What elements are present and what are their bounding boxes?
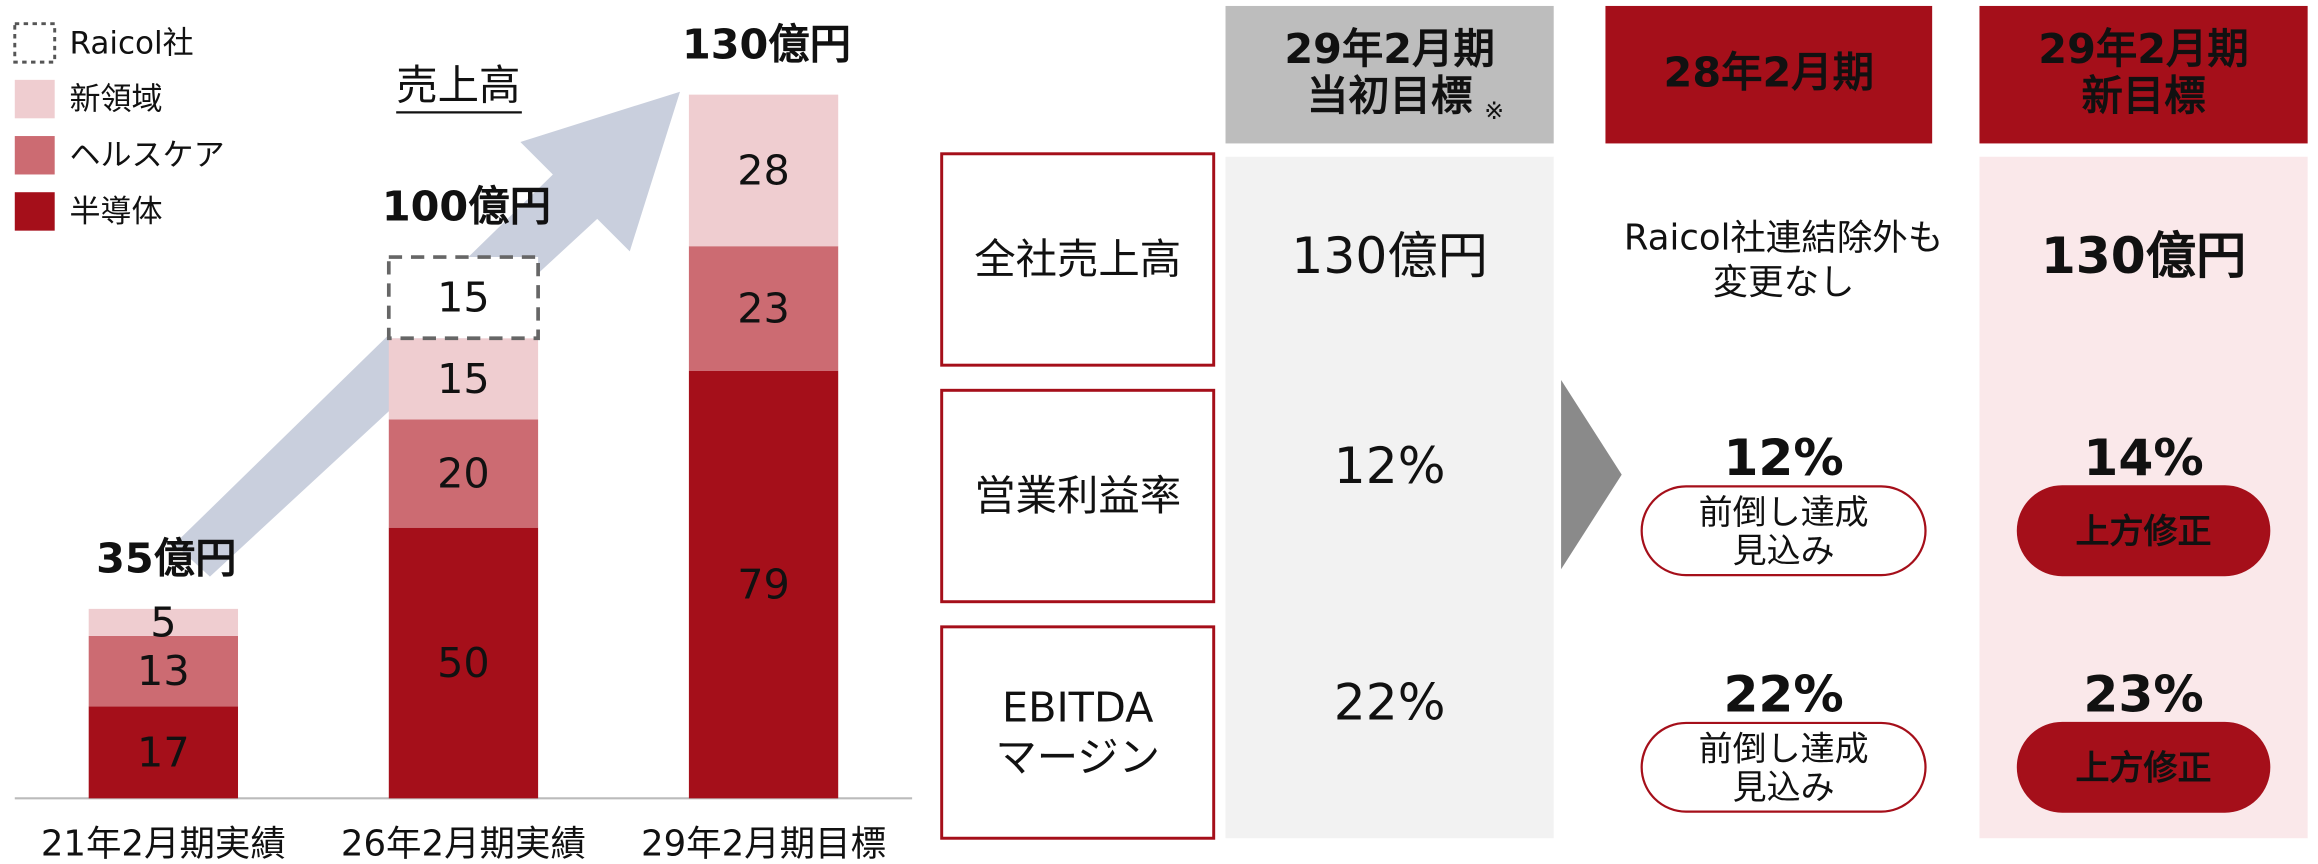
cell-value: 14% (2083, 428, 2203, 487)
badge-text: 見込み (1733, 531, 1835, 571)
bar-value-label: 50 (437, 639, 490, 687)
bar-value-label: 15 (437, 274, 490, 322)
badge-text: 上方修正 (2076, 512, 2212, 552)
bar-value-label: 28 (737, 146, 790, 194)
column-header-text: 29年2月期 (2038, 25, 2249, 73)
header-note: ※ (1484, 97, 1504, 125)
bar-segment (388, 527, 539, 799)
bar-segment (388, 419, 539, 528)
badge-text: 上方修正 (2076, 749, 2212, 789)
bar-segment (388, 338, 539, 420)
bar-segment (688, 94, 839, 247)
arrow-label: 売上高 (396, 62, 520, 110)
x-tick-label: 29年2月期目標 (641, 824, 886, 864)
legend-swatch (14, 136, 55, 175)
bar-segment (88, 635, 239, 707)
legend-label: 新領域 (69, 82, 162, 118)
column-header (1605, 5, 1933, 144)
badge (2016, 721, 2271, 813)
total-label: 100億円 (382, 183, 551, 231)
column-header-text: 28年2月期 (1664, 48, 1875, 96)
bar-value-label: 13 (137, 647, 190, 695)
cell-value: 130億円 (2041, 226, 2246, 285)
badge-text: 前倒し達成 (1699, 730, 1869, 770)
legend-swatch (13, 22, 57, 64)
bar-segment (88, 608, 239, 636)
row-label: 全社売上高 (974, 235, 1181, 283)
badge (1640, 485, 1927, 577)
column-header (1979, 5, 2308, 144)
cell-value: 22% (1334, 672, 1446, 731)
badge (1640, 721, 1927, 813)
legend-label: Raicol社 (69, 25, 193, 61)
bar-value-label: 17 (137, 728, 190, 776)
x-tick-label: 26年2月期実績 (341, 824, 586, 864)
total-label: 130億円 (682, 20, 851, 68)
legend-swatch (14, 192, 55, 231)
column-header-text: 新目標 (2081, 72, 2205, 120)
bar-value-label: 15 (437, 355, 490, 403)
badge-text: 前倒し達成 (1699, 493, 1869, 533)
cell-value: 変更なし (1713, 262, 1855, 303)
x-tick-label: 21年2月期実績 (41, 824, 286, 864)
bar-value-label: 23 (737, 284, 790, 332)
row-label: 営業利益率 (974, 472, 1181, 520)
cell-value: Raicol社連結除外も (1624, 218, 1943, 259)
legend-label: ヘルスケア (69, 138, 224, 174)
row-label: マージン (995, 734, 1160, 782)
legend-label: 半導体 (69, 194, 162, 230)
total-label: 35億円 (96, 535, 236, 583)
row-label-box (940, 388, 1216, 604)
column-header-text: 当初目標 (1307, 72, 1473, 120)
cell-value: 23% (2083, 664, 2203, 723)
column-header-text: 29年2月期 (1284, 25, 1495, 73)
legend-swatch (14, 79, 55, 119)
bar-segment (688, 370, 839, 799)
badge-text: 見込み (1733, 768, 1835, 808)
badge (2016, 485, 2271, 577)
row-label-box (940, 152, 1216, 367)
cell-value: 12% (1723, 428, 1843, 487)
column-background (1225, 156, 1554, 839)
bar-value-label: 5 (150, 598, 176, 646)
row-label: EBITDA (1002, 683, 1153, 731)
bar-value-label: 20 (437, 450, 490, 498)
bar-segment (386, 255, 540, 341)
cell-value: 12% (1334, 436, 1446, 495)
chevron-arrow (1561, 379, 1622, 570)
bar-segment (688, 246, 839, 371)
bar-segment (88, 706, 239, 799)
cell-value: 130億円 (1291, 226, 1487, 285)
cell-value: 22% (1723, 664, 1843, 723)
column-header (1225, 5, 1554, 144)
plot: 17 135 35億円 21年2月期実績 50 20 15 15 100億円 26年2月期実績 79… (13, 5, 2308, 864)
row-label-box (940, 625, 1216, 840)
bar-value-label: 79 (737, 560, 790, 608)
